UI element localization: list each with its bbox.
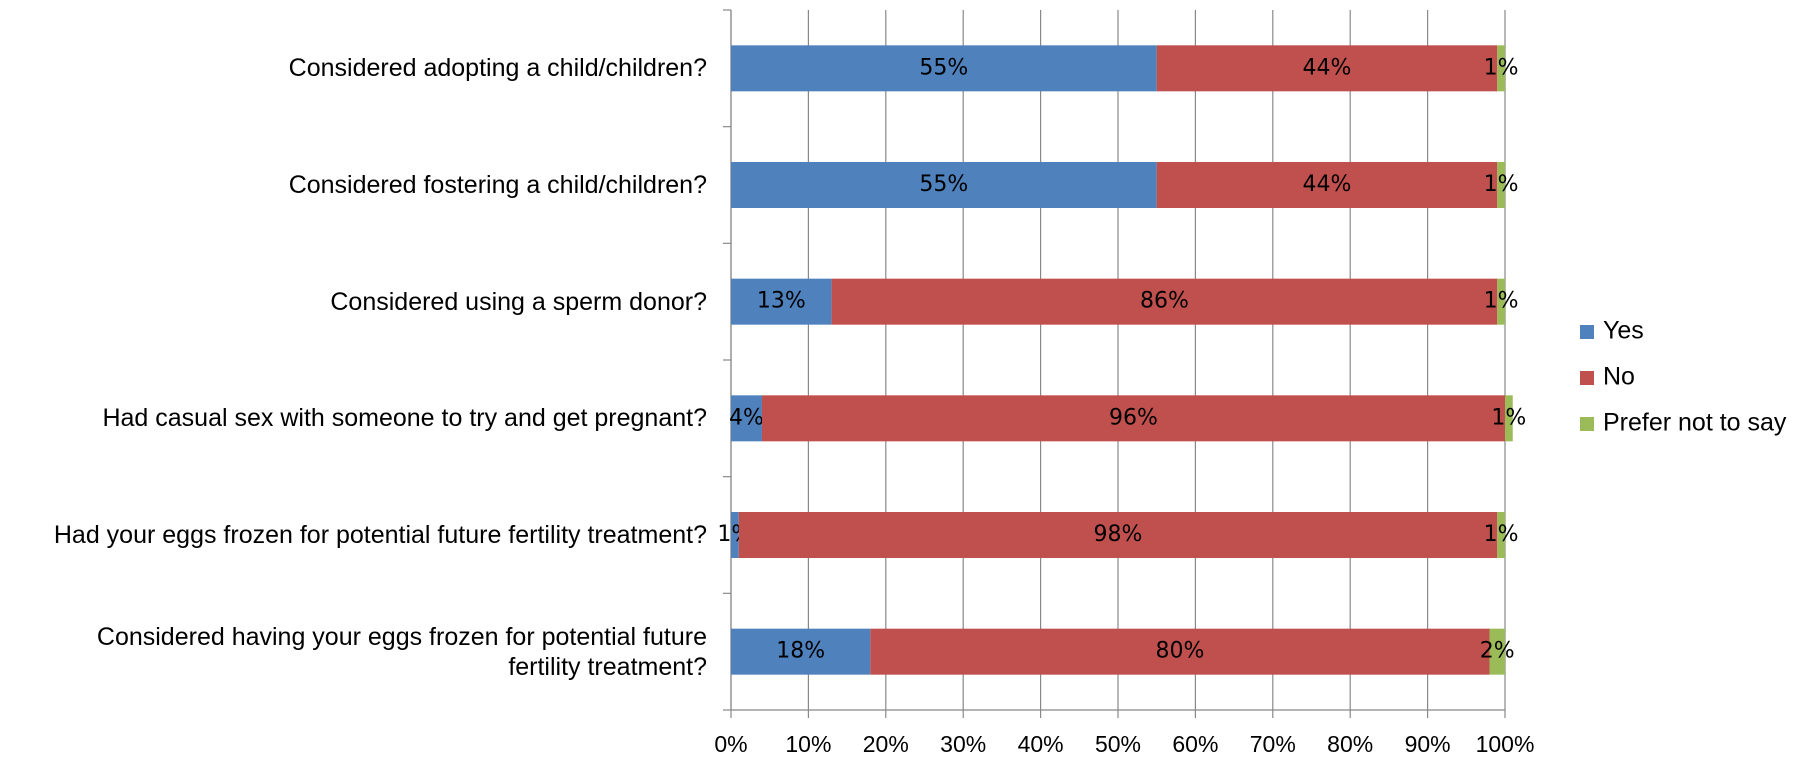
legend-label: Prefer not to say [1603, 409, 1787, 437]
x-tick-label: 30% [940, 731, 986, 757]
x-tick-label: 100% [1476, 731, 1535, 757]
bar-segment [731, 512, 739, 558]
bar-segment [731, 395, 762, 442]
data-label: 2% [1480, 639, 1515, 664]
x-tick-label: 20% [863, 731, 909, 757]
data-label: 1% [1484, 522, 1519, 547]
x-tick-label: 10% [785, 731, 831, 757]
data-label: 55% [919, 55, 968, 80]
category-label: Considered fostering a child/children? [288, 171, 707, 199]
bar-segment [731, 45, 1157, 92]
category-label: Considered adopting a child/children? [288, 54, 707, 83]
bar-segment [731, 628, 871, 675]
category-label: Considered using a sperm donor? [330, 287, 707, 316]
data-label: 55% [919, 172, 968, 197]
legend-swatch [1580, 417, 1594, 431]
data-label: 1% [1491, 405, 1526, 430]
legend-label: No [1603, 363, 1635, 391]
bar-segment [738, 512, 1498, 558]
x-tick-label: 0% [714, 731, 747, 757]
data-label: 44% [1303, 172, 1352, 197]
x-tick-label: 60% [1172, 731, 1218, 757]
bar-segment [1497, 278, 1505, 325]
x-tick-label: 90% [1405, 731, 1451, 757]
data-label: 13% [757, 289, 806, 314]
x-tick-label: 70% [1250, 731, 1296, 757]
bar-segment [1497, 45, 1505, 92]
data-label: 1% [1484, 55, 1519, 80]
legend-label: Yes [1603, 317, 1644, 345]
x-tick-label: 80% [1327, 731, 1373, 757]
category-label: Considered having your eggs frozen for p… [96, 622, 707, 681]
bar-segment [1156, 162, 1498, 208]
data-label: 1% [1484, 172, 1519, 197]
bar-segment [1505, 395, 1513, 442]
data-label: 18% [776, 639, 825, 664]
bar-segment [1497, 512, 1505, 558]
bar-segment [1497, 162, 1505, 208]
bar-segment [761, 395, 1505, 442]
category-label: Had casual sex with someone to try and g… [102, 404, 707, 433]
data-label: 98% [1094, 522, 1143, 547]
x-tick-label: 40% [1018, 731, 1064, 757]
data-label: 80% [1155, 639, 1204, 664]
bar-segment [1489, 628, 1505, 675]
data-label: 1% [1484, 289, 1519, 314]
data-label: 4% [729, 405, 764, 430]
bar-segment [731, 162, 1157, 208]
bar-segment [1156, 45, 1498, 92]
bar-segment [831, 278, 1498, 325]
bar-segment [731, 278, 832, 325]
data-label: 44% [1303, 55, 1352, 80]
data-label: 86% [1140, 289, 1189, 314]
x-tick-label: 50% [1095, 731, 1141, 757]
bar-segment [870, 628, 1490, 675]
legend-swatch [1580, 325, 1594, 339]
legend-swatch [1580, 371, 1594, 385]
category-label: Had your eggs frozen for potential futur… [53, 521, 707, 549]
data-label: 96% [1109, 405, 1158, 430]
